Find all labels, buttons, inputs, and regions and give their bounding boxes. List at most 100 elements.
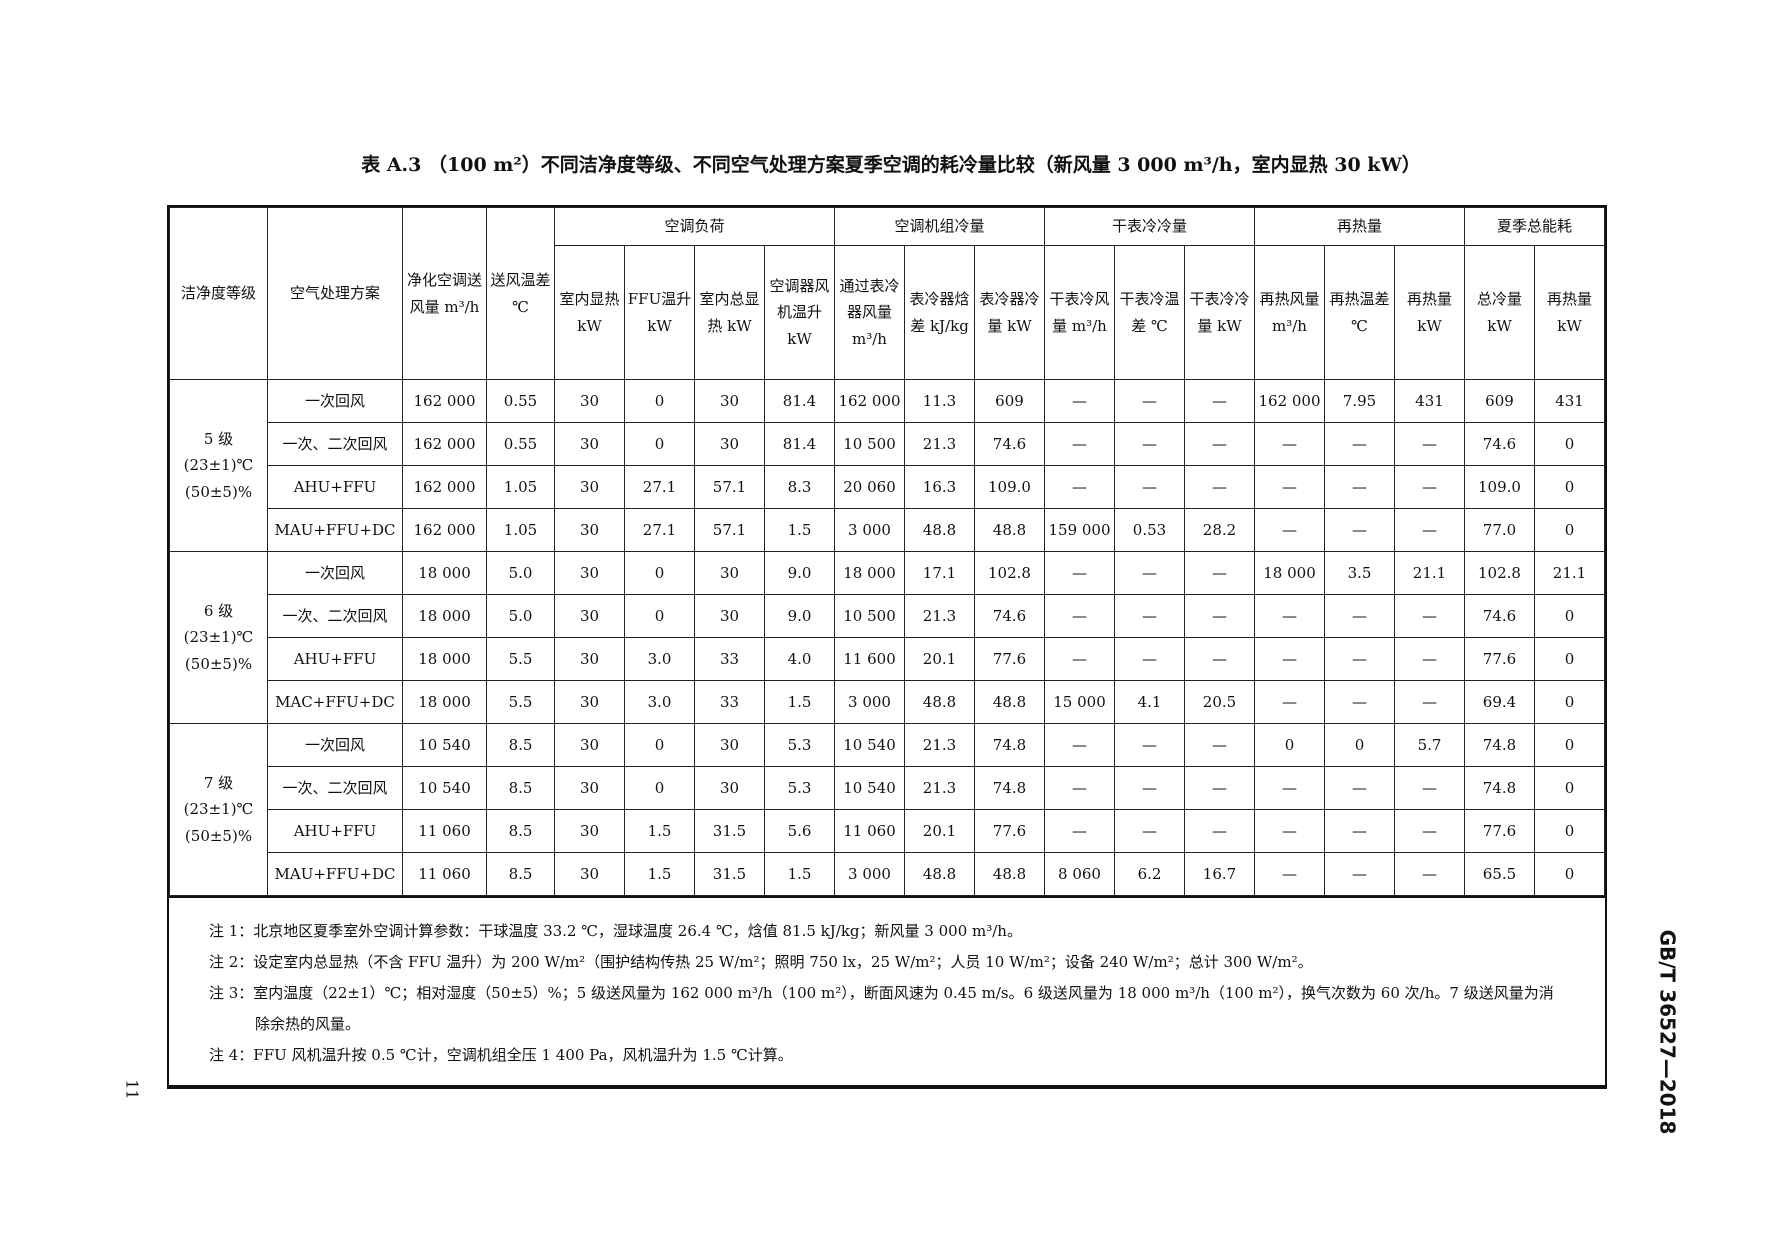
value-cell: — [1394, 680, 1465, 724]
value-cell: — [1184, 379, 1255, 423]
value-cell: 0 [624, 723, 695, 767]
value-cell: 20.5 [1184, 680, 1255, 724]
value-cell: — [1254, 852, 1325, 896]
value-cell: 8.5 [486, 766, 555, 810]
value-cell: 30 [554, 422, 625, 466]
value-cell: 0 [624, 379, 695, 423]
value-cell: — [1184, 723, 1255, 767]
header-temp-diff: 送风温差 ℃ [486, 207, 555, 380]
value-cell: 0 [624, 551, 695, 595]
cleanliness-level: 5 级 (23±1)℃ (50±5)% [169, 379, 268, 552]
cleanliness-level: 6 级 (23±1)℃ (50±5)% [169, 551, 268, 724]
value-cell: 1.05 [486, 465, 555, 509]
value-cell: 159 000 [1044, 508, 1115, 552]
value-cell: 0 [1534, 680, 1605, 724]
value-cell: 102.8 [974, 551, 1045, 595]
value-cell: 5.5 [486, 637, 555, 681]
value-cell: 11 060 [834, 809, 905, 853]
header-subcolumn: 室内总显热 kW [694, 245, 765, 380]
value-cell: 21.3 [904, 766, 975, 810]
value-cell: — [1254, 422, 1325, 466]
value-cell: 18 000 [402, 551, 487, 595]
value-cell: 1.5 [764, 680, 835, 724]
value-cell: — [1184, 594, 1255, 638]
value-cell: 0 [624, 594, 695, 638]
value-cell: 77.6 [1464, 809, 1535, 853]
table-row: AHU+FFU 11 060 8.5 30 1.5 31.5 5.6 11 060 20.1 77… [170, 809, 1605, 853]
header-group: 夏季总能耗 [1464, 207, 1605, 246]
comparison-table-frame: 洁净度等级 空气处理方案 净化空调送风量 m³/h 送风温差 ℃ 空调负荷 空调机组冷量干… [167, 205, 1607, 1089]
scheme-cell: MAU+FFU+DC [267, 508, 403, 552]
note: 注 3：室内温度（22±1）℃；相对湿度（50±5）%；5 级送风量为 162 … [209, 984, 1554, 1033]
value-cell: 30 [694, 766, 765, 810]
table-row: AHU+FFU 18 000 5.5 30 3.0 33 4.0 11 600 20.1 77.6… [170, 637, 1605, 681]
value-cell: 30 [554, 766, 625, 810]
value-cell: 33 [694, 680, 765, 724]
value-cell: 162 000 [834, 379, 905, 423]
scheme-cell: 一次、二次回风 [267, 594, 403, 638]
value-cell: — [1044, 422, 1115, 466]
header-subcolumn: 再热量 kW [1394, 245, 1465, 380]
value-cell: 7.95 [1324, 379, 1395, 423]
value-cell: 21.1 [1394, 551, 1465, 595]
scheme-cell: MAU+FFU+DC [267, 852, 403, 896]
value-cell: 21.3 [904, 594, 975, 638]
value-cell: 18 000 [834, 551, 905, 595]
value-cell: 74.8 [974, 723, 1045, 767]
table-row: 一次、二次回风 162 000 0.55 30 0 30 81.4 10 500 21.3 74.… [170, 422, 1605, 466]
value-cell: 10 540 [402, 723, 487, 767]
value-cell: 5.6 [764, 809, 835, 853]
value-cell: 609 [974, 379, 1045, 423]
scheme-cell: AHU+FFU [267, 637, 403, 681]
value-cell: 609 [1464, 379, 1535, 423]
value-cell: 9.0 [764, 594, 835, 638]
value-cell: 48.8 [904, 508, 975, 552]
value-cell: 77.6 [1464, 637, 1535, 681]
value-cell: 27.1 [624, 508, 695, 552]
value-cell: 4.0 [764, 637, 835, 681]
value-cell: 10 500 [834, 594, 905, 638]
value-cell: — [1044, 551, 1115, 595]
value-cell: 16.3 [904, 465, 975, 509]
scheme-cell: AHU+FFU [267, 809, 403, 853]
header-subcolumn: FFU温升 kW [624, 245, 695, 380]
value-cell: 30 [694, 422, 765, 466]
value-cell: 4.1 [1114, 680, 1185, 724]
table-row: 一次、二次回风 10 540 8.5 30 0 30 5.3 10 540 21.3 74.8— —… [170, 766, 1605, 810]
header-subcolumn: 空调器风机温升 kW [764, 245, 835, 380]
note: 注 2：设定室内总显热（不含 FFU 温升）为 200 W/m²（围护结构传热 … [209, 953, 1313, 971]
header-group: 干表冷冷量 [1044, 207, 1255, 246]
value-cell: 6.2 [1114, 852, 1185, 896]
header-subcolumn: 干表冷温差 ℃ [1114, 245, 1185, 380]
value-cell: 1.05 [486, 508, 555, 552]
table-row: 5 级 (23±1)℃ (50±5)% 一次回风 162 000 0.55 30 0 30 8… [169, 379, 1605, 552]
value-cell: 33 [694, 637, 765, 681]
header-group: 空调负荷 [554, 207, 835, 246]
value-cell: 57.1 [694, 508, 765, 552]
value-cell: 8.3 [764, 465, 835, 509]
value-cell: 74.8 [974, 766, 1045, 810]
scheme-cell: 一次回风 [267, 551, 403, 595]
header-subcolumn: 表冷器冷量 kW [974, 245, 1045, 380]
value-cell: 431 [1394, 379, 1465, 423]
header-group: 再热量 [1254, 207, 1465, 246]
value-cell: 11 060 [402, 852, 487, 896]
value-cell: 74.8 [1464, 723, 1535, 767]
value-cell: 10 540 [402, 766, 487, 810]
value-cell: — [1324, 852, 1395, 896]
value-cell: — [1184, 637, 1255, 681]
value-cell: 20.1 [904, 637, 975, 681]
value-cell: 30 [554, 465, 625, 509]
value-cell: — [1044, 465, 1115, 509]
value-cell: 77.0 [1464, 508, 1535, 552]
value-cell: — [1114, 809, 1185, 853]
value-cell: — [1324, 594, 1395, 638]
value-cell: 0 [1534, 594, 1605, 638]
value-cell: — [1324, 680, 1395, 724]
value-cell: 48.8 [974, 508, 1045, 552]
value-cell: 102.8 [1464, 551, 1535, 595]
value-cell: 30 [554, 680, 625, 724]
value-cell: 3 000 [834, 508, 905, 552]
value-cell: 31.5 [694, 852, 765, 896]
value-cell: 3.0 [624, 637, 695, 681]
